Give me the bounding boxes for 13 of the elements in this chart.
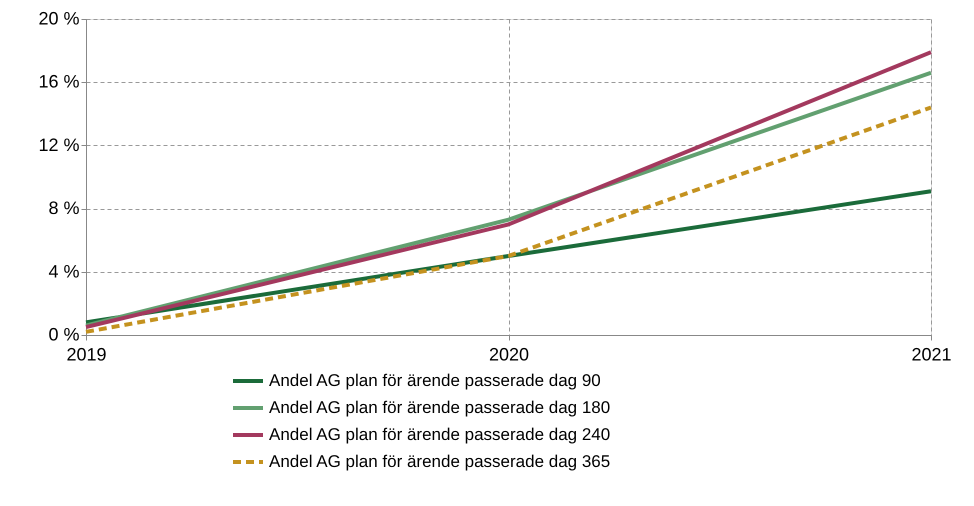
y-tick-label: 16 % — [38, 72, 80, 92]
y-tick-label: 20 % — [38, 8, 80, 28]
y-tick-label: 4 % — [48, 261, 80, 282]
y-tick-label: 12 % — [38, 134, 80, 155]
legend-label: Andel AG plan för ärende passerade dag 365 — [269, 452, 610, 471]
x-tick-label: 2019 — [66, 344, 107, 364]
x-tick-label: 2020 — [488, 344, 530, 364]
legend-label: Andel AG plan för ärende passerade dag 180 — [269, 398, 610, 417]
legend-label: Andel AG plan för ärende passerade dag 240 — [269, 425, 610, 444]
legend-label: Andel AG plan för ärende passerade dag 90 — [269, 371, 601, 390]
y-tick-label: 8 % — [48, 198, 80, 218]
x-tick-label: 2021 — [911, 344, 952, 364]
y-tick-label: 0 % — [48, 324, 80, 344]
